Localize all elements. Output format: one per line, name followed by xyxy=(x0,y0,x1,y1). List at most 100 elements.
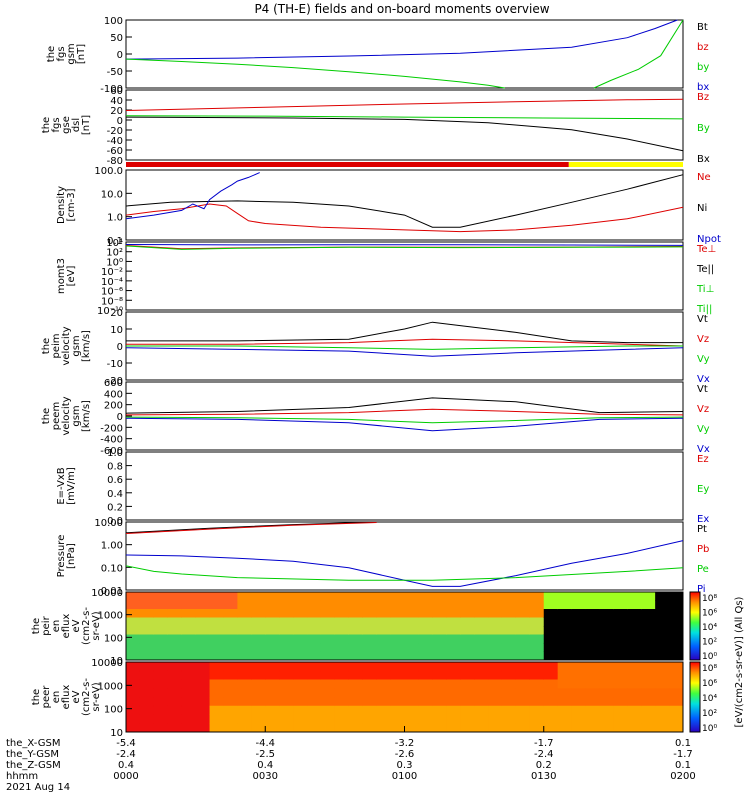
panel-peer-eflux: 10000 1000 100 10 thepeerenefluxeV(cm2-s-sr-… xyxy=(31,658,684,739)
spectrogram-cell xyxy=(641,600,656,610)
spectrogram-cell xyxy=(446,634,461,644)
y-axis-label: thepeimvelocitygsm[km/s] xyxy=(41,326,92,365)
spectrogram-cell xyxy=(139,670,155,680)
spectrogram-cell xyxy=(557,600,573,610)
spectrogram-cell xyxy=(167,679,183,689)
y-tick-label: 1.00 xyxy=(101,541,123,552)
y-tick-label: 400 xyxy=(104,389,123,400)
spectrogram-cell xyxy=(585,697,600,707)
spectrogram-cell xyxy=(167,688,183,698)
spectrogram-cell xyxy=(418,600,433,610)
y-tick-label: -400 xyxy=(100,435,123,446)
x-tick-label: 0.4 xyxy=(118,760,134,771)
spectrogram-cell xyxy=(293,609,308,618)
spectrogram-cell xyxy=(167,697,183,707)
spectrogram-cell xyxy=(669,626,684,635)
spectrogram-cell xyxy=(529,705,545,715)
spectrogram-cell xyxy=(362,688,378,698)
spectrogram-cell xyxy=(432,617,447,627)
panel-frame xyxy=(125,381,684,451)
spectrogram-cell xyxy=(669,609,684,618)
spectrogram-cell xyxy=(515,634,531,644)
spectrogram-cell xyxy=(404,609,419,618)
spectrogram-cell xyxy=(599,609,614,618)
spectrogram-cell xyxy=(293,634,308,644)
spectrogram-cell xyxy=(585,626,600,635)
y-axis-label: thefgsgsedsl[nT] xyxy=(41,115,92,135)
spectrogram-cell xyxy=(585,688,600,698)
spectrogram-cell xyxy=(139,643,155,652)
spectrogram-cell xyxy=(348,670,364,680)
spectrogram-cell xyxy=(167,723,183,733)
spectrogram-cell xyxy=(404,662,419,672)
spectrogram-cell xyxy=(320,723,336,733)
spectrogram-cell xyxy=(307,723,322,733)
spectrogram-cell xyxy=(279,697,294,707)
spectrogram-cell xyxy=(488,688,503,698)
y-axis-label-line: the xyxy=(41,408,52,424)
spectrogram-cell xyxy=(139,600,155,610)
spectrogram-cell xyxy=(195,634,211,644)
spectrogram-cell xyxy=(139,626,155,635)
spectrogram-cell xyxy=(181,697,197,707)
legend-Ne: Ne xyxy=(697,172,711,183)
y-axis-label-line: [km/s] xyxy=(81,330,92,362)
spectrogram-cell xyxy=(501,651,517,661)
y-axis-label-line: gsm xyxy=(66,43,77,64)
spectrogram-cell xyxy=(460,714,475,724)
spectrogram-cell xyxy=(126,617,141,627)
status-bar xyxy=(126,162,683,167)
spectrogram-cell xyxy=(167,600,183,610)
spectrogram-cell xyxy=(432,643,447,652)
series-Vz xyxy=(125,408,684,416)
spectrogram-cell xyxy=(613,688,628,698)
spectrogram-cell xyxy=(237,634,252,644)
spectrogram-cell xyxy=(529,609,545,618)
spectrogram-cell xyxy=(126,688,141,698)
spectrogram-cell xyxy=(293,592,308,601)
spectrogram-cell xyxy=(348,651,364,661)
spectrogram-cell xyxy=(153,651,169,661)
panel-peir-eflux: 10000 1000 100 10 thepeirenefluxeV(cm2-s-sr-… xyxy=(31,588,684,667)
spectrogram-cell xyxy=(515,617,531,627)
y-axis-label-line: en xyxy=(51,620,62,633)
spectrogram-cell xyxy=(599,670,614,680)
spectrogram-cell xyxy=(251,626,266,635)
spectrogram-cell xyxy=(529,600,545,610)
spectrogram-cell xyxy=(279,688,294,698)
y-axis-label-line: eflux xyxy=(61,685,72,710)
spectrogram-cell xyxy=(153,670,169,680)
y-axis-label-line: [mV/m] xyxy=(66,467,77,505)
page-title: P4 (TH-E) fields and on-board moments ov… xyxy=(254,2,549,16)
spectrogram-cell xyxy=(488,626,503,635)
panel-frame xyxy=(125,241,684,311)
spectrogram-cell xyxy=(627,714,642,724)
spectrogram-cell xyxy=(571,592,587,601)
y-axis-label: Density[cm-3] xyxy=(56,186,77,224)
spectrogram-cell xyxy=(627,688,642,698)
legend-Vy: Vy xyxy=(697,424,710,435)
spectrogram-cell xyxy=(167,609,183,618)
spectrogram-cell xyxy=(209,714,224,724)
y-axis-label-line: Density xyxy=(56,186,67,224)
y-axis-label-line: the xyxy=(31,689,42,705)
legend-Bt: Bt xyxy=(697,22,708,33)
spectrogram-cell xyxy=(627,592,642,601)
spectrogram-cell xyxy=(599,679,614,689)
spectrogram-cell xyxy=(543,714,559,724)
spectrogram-cell xyxy=(655,634,670,644)
spectrogram-cell xyxy=(139,705,155,715)
y-tick-label: 0.1 xyxy=(107,236,123,247)
spectrogram-cell xyxy=(529,697,545,707)
legend-bx: bx xyxy=(697,82,709,93)
spectrogram-cell xyxy=(460,600,475,610)
spectrogram-cell xyxy=(446,609,461,618)
y-axis-label: E=-VxB[mV/m] xyxy=(56,467,77,505)
y-tick-label: 1.0 xyxy=(107,213,123,224)
spectrogram-cell xyxy=(515,697,531,707)
series-Pb xyxy=(125,522,377,534)
spectrogram-cell xyxy=(557,679,573,689)
spectrogram-cell xyxy=(529,670,545,680)
